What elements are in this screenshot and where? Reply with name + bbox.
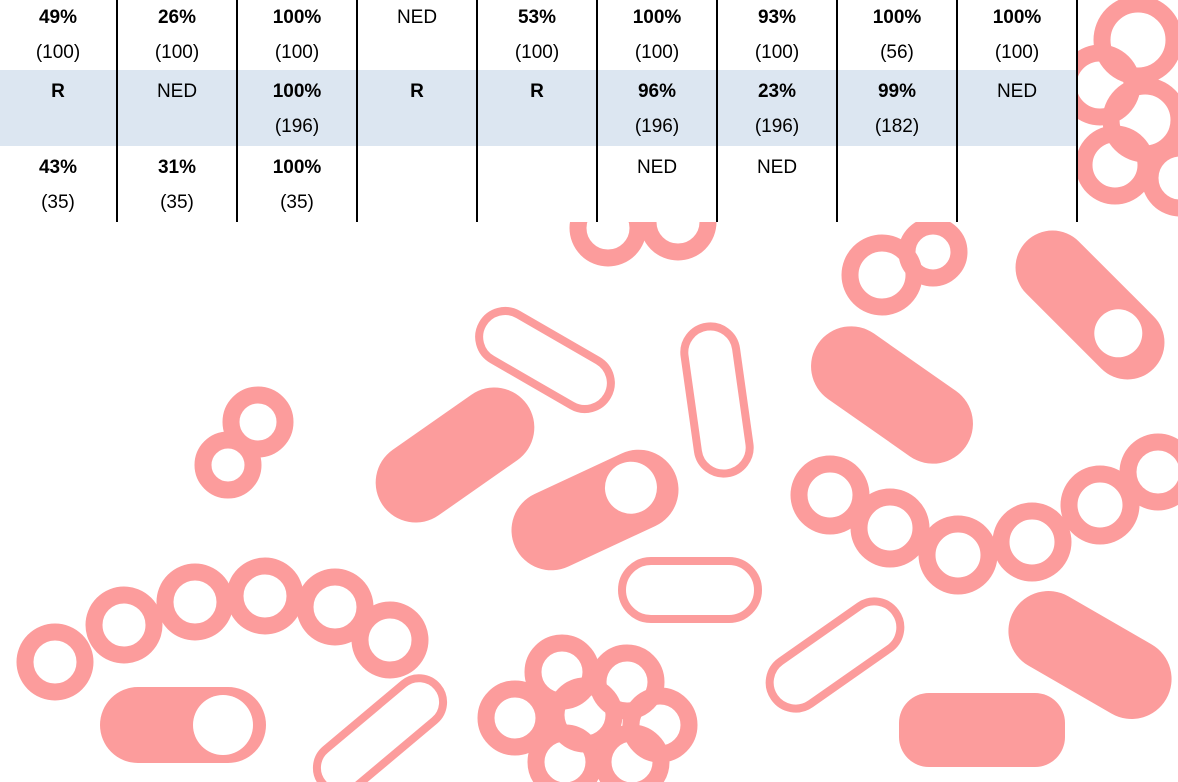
count: (100) [238, 35, 356, 70]
cell: R [358, 70, 478, 146]
cell: 100%(35) [238, 146, 358, 222]
cell: 96%(196) [598, 70, 718, 146]
cell: 100%(100) [958, 0, 1078, 70]
count: (182) [838, 109, 956, 144]
percent: 26% [118, 0, 236, 35]
count: (100) [0, 35, 116, 70]
percent: 100% [238, 150, 356, 185]
percent: 43% [0, 150, 116, 185]
status: NED [118, 74, 236, 109]
cell: NED [958, 70, 1078, 146]
percent: 96% [598, 74, 716, 109]
percent: 100% [598, 0, 716, 35]
percent: 100% [838, 0, 956, 35]
cell: NED [718, 146, 838, 222]
count: (35) [238, 185, 356, 220]
percent: 53% [478, 0, 596, 35]
status: NED [598, 150, 716, 185]
cell [958, 146, 1078, 222]
cell: 53%(100) [478, 0, 598, 70]
percent: 100% [958, 0, 1076, 35]
cell: NED [358, 0, 478, 70]
status: R [358, 74, 476, 109]
cell: R [0, 70, 118, 146]
cell: 100%(100) [238, 0, 358, 70]
cell: R [478, 70, 598, 146]
cell: NED [598, 146, 718, 222]
percent: 93% [718, 0, 836, 35]
cell: 43%(35) [0, 146, 118, 222]
cell: 31%(35) [118, 146, 238, 222]
status: NED [958, 74, 1076, 109]
percent: 99% [838, 74, 956, 109]
cell: 100%(100) [598, 0, 718, 70]
count: (100) [478, 35, 596, 70]
status: NED [718, 150, 836, 185]
percent: 100% [238, 0, 356, 35]
page: 49%(100) 26%(100) 100%(100) NED 53%(100)… [0, 0, 1178, 782]
percent: 23% [718, 74, 836, 109]
count: (56) [838, 35, 956, 70]
results-table: 49%(100) 26%(100) 100%(100) NED 53%(100)… [0, 0, 1078, 222]
cell: 26%(100) [118, 0, 238, 70]
count: (196) [598, 109, 716, 144]
cell: 99%(182) [838, 70, 958, 146]
cell [358, 146, 478, 222]
percent: 49% [0, 0, 116, 35]
cell [478, 146, 598, 222]
cell: 100%(56) [838, 0, 958, 70]
cell: 23%(196) [718, 70, 838, 146]
cell: 100%(196) [238, 70, 358, 146]
cell: 49%(100) [0, 0, 118, 70]
cell: NED [118, 70, 238, 146]
count: (35) [118, 185, 236, 220]
count: (100) [118, 35, 236, 70]
count: (196) [718, 109, 836, 144]
cell [838, 146, 958, 222]
status: NED [358, 0, 476, 35]
count: (100) [958, 35, 1076, 70]
status: R [0, 74, 116, 109]
percent: 31% [118, 150, 236, 185]
count: (196) [238, 109, 356, 144]
status: R [478, 74, 596, 109]
count: (35) [0, 185, 116, 220]
count: (100) [598, 35, 716, 70]
cell: 93%(100) [718, 0, 838, 70]
count: (100) [718, 35, 836, 70]
percent: 100% [238, 74, 356, 109]
